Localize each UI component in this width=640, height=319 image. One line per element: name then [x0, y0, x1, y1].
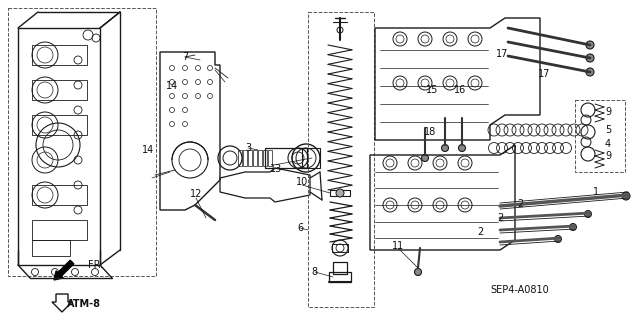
Bar: [8, 8, 156, 276]
Bar: [32, 240, 70, 256]
Text: 15: 15: [426, 85, 438, 95]
Text: 10: 10: [296, 177, 308, 187]
Circle shape: [415, 269, 422, 276]
Circle shape: [442, 145, 449, 152]
Bar: [32, 80, 87, 100]
Circle shape: [622, 192, 630, 200]
Bar: [32, 185, 87, 205]
Bar: [329, 272, 351, 282]
Polygon shape: [52, 294, 72, 312]
Bar: [32, 220, 87, 240]
Text: 8: 8: [311, 267, 317, 277]
Bar: [308, 12, 374, 307]
Bar: [265, 148, 307, 168]
Text: 7: 7: [182, 52, 188, 62]
Bar: [243, 150, 247, 166]
Circle shape: [586, 68, 594, 76]
Text: 12: 12: [190, 189, 202, 199]
Bar: [268, 150, 272, 166]
Bar: [253, 150, 257, 166]
Text: 6: 6: [297, 223, 303, 233]
Text: 5: 5: [605, 125, 611, 135]
Circle shape: [570, 224, 577, 231]
Bar: [248, 150, 252, 166]
FancyArrow shape: [54, 260, 74, 280]
Bar: [330, 190, 350, 196]
Circle shape: [422, 154, 429, 161]
Bar: [302, 148, 320, 168]
Text: 9: 9: [605, 151, 611, 161]
Text: 9: 9: [605, 107, 611, 117]
Text: 16: 16: [454, 85, 466, 95]
Text: SEP4-A0810: SEP4-A0810: [491, 285, 549, 295]
Bar: [258, 150, 262, 166]
Text: 3: 3: [245, 143, 251, 153]
Bar: [333, 262, 347, 274]
Circle shape: [554, 235, 561, 242]
Text: ATM-8: ATM-8: [67, 299, 101, 309]
Text: FR.: FR.: [88, 260, 103, 270]
Text: 18: 18: [424, 127, 436, 137]
Text: 2: 2: [477, 227, 483, 237]
Circle shape: [584, 211, 591, 218]
Circle shape: [586, 54, 594, 62]
Text: 1: 1: [593, 187, 599, 197]
Bar: [263, 150, 267, 166]
Text: 11: 11: [392, 241, 404, 251]
Bar: [575, 100, 625, 172]
Bar: [332, 244, 348, 252]
Bar: [238, 150, 242, 166]
Circle shape: [586, 41, 594, 49]
Bar: [32, 115, 87, 135]
Text: 4: 4: [605, 139, 611, 149]
Circle shape: [458, 145, 465, 152]
Text: 17: 17: [538, 69, 550, 79]
Text: 2: 2: [517, 199, 523, 209]
Text: 14: 14: [142, 145, 154, 155]
Bar: [32, 45, 87, 65]
Text: 17: 17: [496, 49, 508, 59]
Text: 2: 2: [497, 213, 503, 223]
Text: 14: 14: [166, 81, 178, 91]
Circle shape: [336, 189, 344, 197]
Text: 13: 13: [270, 164, 282, 174]
